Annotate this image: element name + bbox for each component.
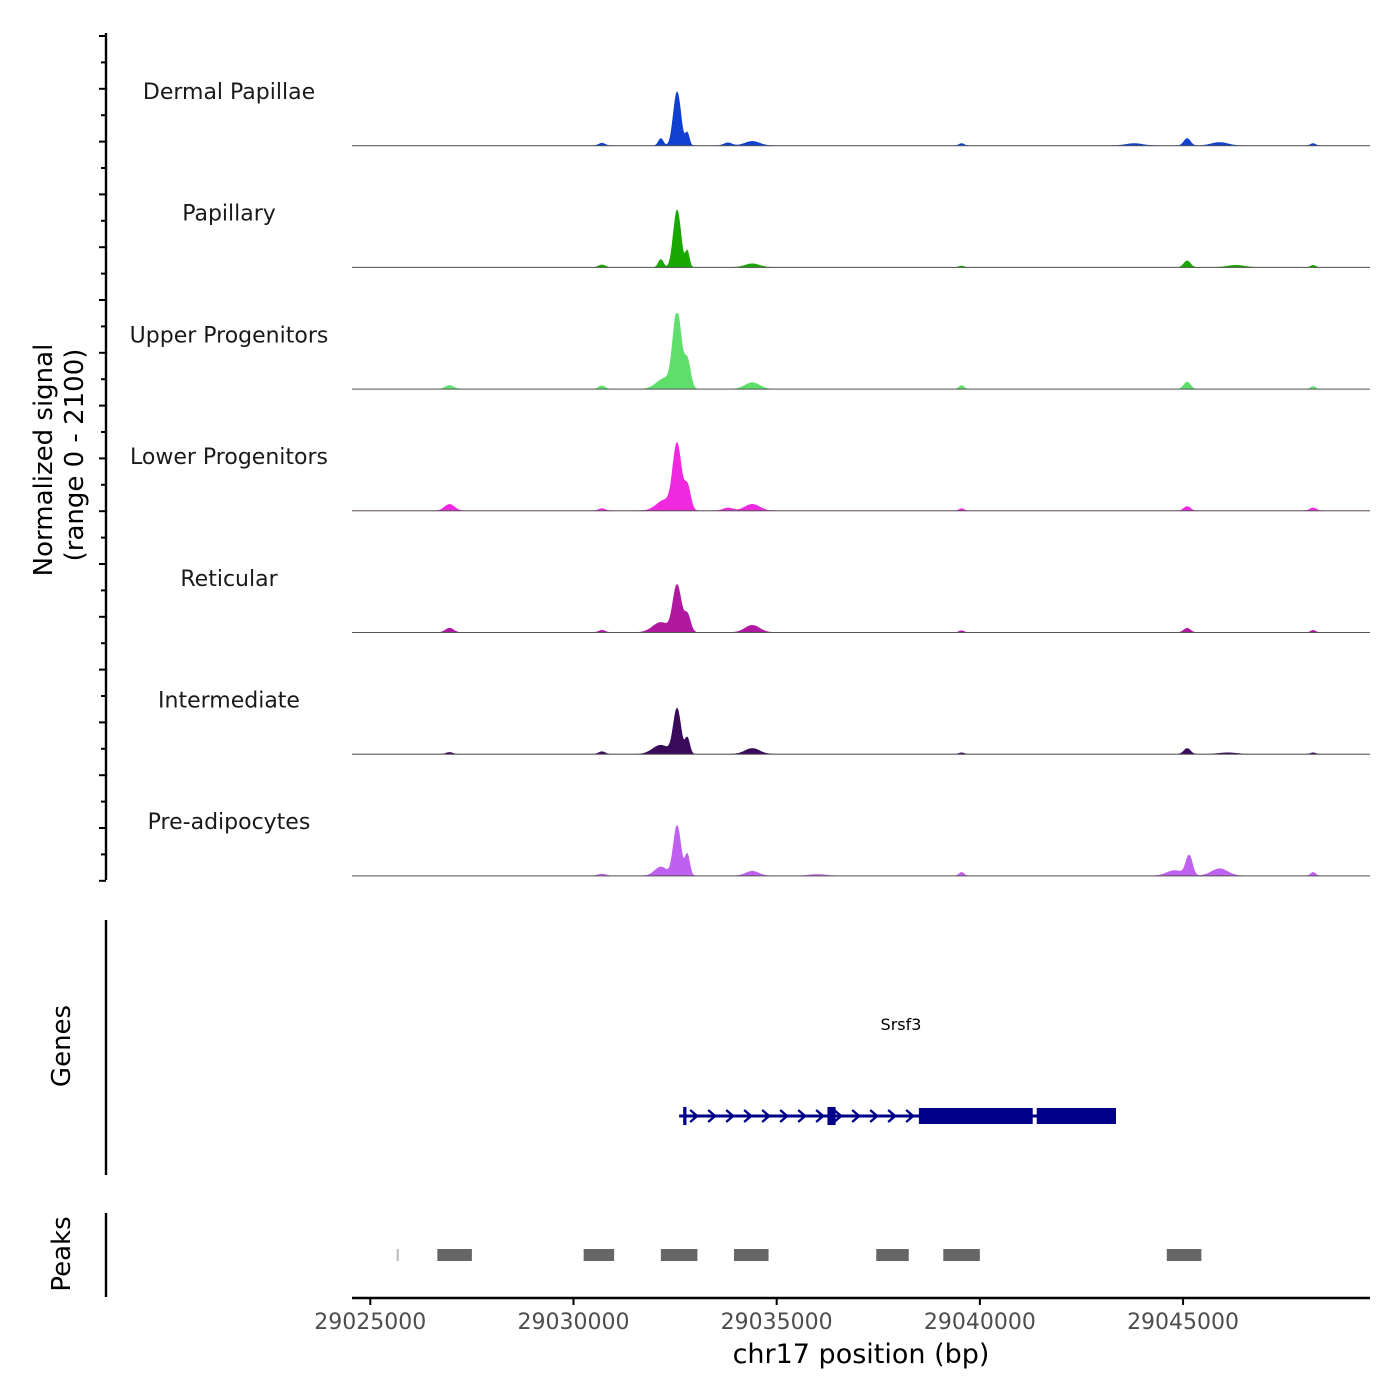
x-tick-label: 29025000 (314, 1310, 426, 1335)
peak-region (583, 1249, 615, 1261)
signal-area (352, 707, 1370, 755)
x-tick-label: 29040000 (924, 1310, 1036, 1335)
strand-arrow (869, 1109, 879, 1123)
peak-region (876, 1249, 909, 1261)
y-axis-label-line2: (range 0 - 2100) (60, 349, 90, 562)
track-label: Reticular (180, 567, 278, 592)
strand-arrow (725, 1109, 735, 1123)
peak-region (1166, 1249, 1202, 1261)
strand-arrow (887, 1109, 897, 1123)
track-papillary: Papillary (182, 202, 1370, 268)
gene-exon (1036, 1108, 1117, 1124)
peak-region (943, 1249, 980, 1261)
x-tick-label: 29030000 (517, 1310, 629, 1335)
gene-exon (918, 1108, 1033, 1124)
strand-arrow (707, 1109, 717, 1123)
signal-area (352, 91, 1370, 146)
track-label: Pre-adipocytes (148, 810, 311, 835)
peak-region (396, 1249, 399, 1261)
strand-arrow (815, 1109, 825, 1123)
peak-region (660, 1249, 698, 1261)
strand-arrow (797, 1109, 807, 1123)
track-label: Lower Progenitors (130, 445, 328, 470)
strand-arrow (833, 1109, 843, 1123)
signal-area (352, 824, 1370, 877)
signal-area (352, 313, 1370, 390)
signal-area (352, 209, 1370, 268)
signal-area (352, 441, 1370, 512)
peak-region (734, 1249, 769, 1261)
signal-y-axis-ticks (99, 35, 106, 882)
gene-exon (827, 1107, 836, 1125)
peak-track (396, 1249, 1202, 1261)
y-axis-label-line1: Normalized signal (29, 344, 59, 577)
strand-arrow (905, 1109, 915, 1123)
track-dermal-papillae: Dermal Papillae (143, 80, 1370, 147)
x-axis-ticks: 29025000 29030000 29035000 29040000 29045000 (314, 1298, 1239, 1335)
track-pre-adipocytes: Pre-adipocytes (148, 810, 1370, 877)
x-tick-label: 29035000 (721, 1310, 833, 1335)
signal-y-axis-label: Normalized signal (range 0 - 2100) (29, 344, 90, 577)
strand-arrow (779, 1109, 789, 1123)
signal-tracks: Dermal Papillae Papillary Upper Progenitor… (130, 80, 1370, 877)
strand-arrow (851, 1109, 861, 1123)
strand-arrow (761, 1109, 771, 1123)
gene-label: Srsf3 (881, 1015, 922, 1034)
x-axis-label: chr17 position (bp) (733, 1339, 990, 1370)
track-lower-progenitors: Lower Progenitors (130, 441, 1370, 512)
peak-region (437, 1249, 472, 1261)
genes-panel-label: Genes (47, 1005, 77, 1087)
gene-track: Srsf3 (679, 1015, 1117, 1125)
track-label: Dermal Papillae (143, 80, 315, 105)
gene-exon (683, 1107, 687, 1125)
track-label: Upper Progenitors (130, 323, 329, 348)
strand-arrow (689, 1109, 699, 1123)
peaks-panel-label: Peaks (47, 1216, 77, 1291)
signal-area (352, 583, 1370, 633)
track-label: Papillary (182, 202, 276, 227)
strand-arrow (743, 1109, 753, 1123)
track-label: Intermediate (158, 689, 300, 714)
track-reticular: Reticular (180, 567, 1370, 633)
track-intermediate: Intermediate (158, 689, 1370, 755)
x-tick-label: 29045000 (1127, 1310, 1239, 1335)
track-upper-progenitors: Upper Progenitors (130, 313, 1370, 390)
